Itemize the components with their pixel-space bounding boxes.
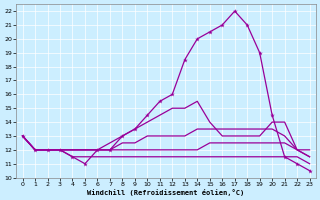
- X-axis label: Windchill (Refroidissement éolien,°C): Windchill (Refroidissement éolien,°C): [87, 189, 245, 196]
